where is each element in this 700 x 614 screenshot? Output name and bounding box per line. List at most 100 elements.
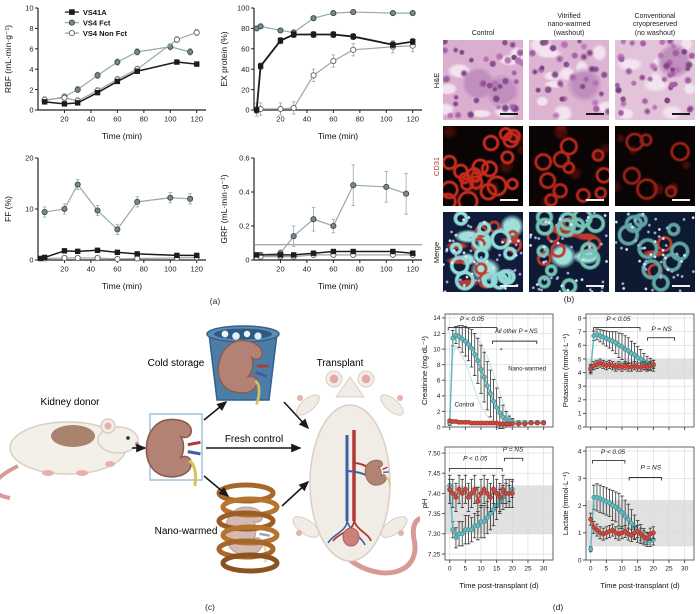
svg-text:60: 60: [329, 265, 337, 274]
chart-lactate: 0 5 10 15 20 25 30 0 1 2 3 4 P < 0.05 P = NS Time post…: [559, 441, 699, 598]
micrograph-merge-vitrified: [529, 212, 609, 292]
row-label-merge: Merge: [432, 241, 442, 263]
micrograph-he-vitrified: [529, 40, 609, 120]
svg-text:6: 6: [578, 343, 582, 350]
micrograph-merge-conventional: [615, 212, 695, 292]
svg-text:P < 0.05: P < 0.05: [463, 456, 488, 463]
svg-text:60: 60: [113, 265, 121, 274]
svg-text:2: 2: [29, 85, 33, 94]
scale-bar: [586, 284, 604, 287]
svg-text:Control: Control: [454, 402, 474, 409]
svg-text:100: 100: [237, 4, 250, 13]
svg-text:0.6: 0.6: [239, 154, 249, 163]
panel-d-label: (d): [552, 602, 564, 612]
svg-text:10: 10: [25, 205, 33, 214]
svg-text:7.25: 7.25: [428, 551, 441, 558]
svg-text:3: 3: [578, 383, 582, 390]
micrograph-cd31-control: [443, 126, 523, 206]
svg-text:40: 40: [87, 115, 95, 124]
svg-text:Time post-transplant (d): Time post-transplant (d): [459, 581, 539, 590]
fresh-control-label: Fresh control: [225, 434, 283, 445]
svg-text:120: 120: [190, 115, 203, 124]
svg-text:0: 0: [578, 424, 582, 431]
svg-text:Time (min): Time (min): [102, 281, 142, 291]
svg-text:20: 20: [60, 265, 68, 274]
chart-grf: 20 40 60 80 100 120 0 0.2 0.4 0.6 Time (min) GRF (m…: [218, 152, 430, 299]
svg-text:15: 15: [634, 566, 642, 573]
scale-bar: [672, 198, 690, 201]
svg-text:*: *: [500, 347, 503, 354]
svg-text:80: 80: [356, 265, 364, 274]
svg-text:20: 20: [25, 154, 33, 163]
svg-text:P < 0.05: P < 0.05: [460, 316, 485, 323]
panel-b-label: (b): [563, 294, 575, 304]
panel-c-schematic: Kidney donor Cold storage: [0, 310, 433, 614]
donor-label: Kidney donor: [41, 397, 101, 408]
scale-bar: [500, 198, 518, 201]
scale-bar: [586, 112, 604, 115]
svg-text:8: 8: [578, 315, 582, 322]
svg-text:80: 80: [241, 24, 249, 33]
nano-warmed-coil-icon: [216, 482, 280, 574]
svg-text:100: 100: [164, 115, 177, 124]
svg-text:12: 12: [433, 331, 441, 338]
svg-text:100: 100: [380, 115, 393, 124]
svg-text:20: 20: [276, 115, 284, 124]
svg-text:VS41A: VS41A: [83, 8, 107, 17]
micrograph-he-control: [443, 40, 523, 120]
svg-text:0: 0: [589, 566, 593, 573]
svg-text:0: 0: [578, 557, 582, 564]
svg-text:Creatinine (mg·dL⁻¹): Creatinine (mg·dL⁻¹): [420, 336, 429, 405]
scale-bar: [500, 112, 518, 115]
svg-text:5: 5: [605, 566, 609, 573]
svg-text:30: 30: [540, 566, 548, 573]
svg-text:100: 100: [380, 265, 393, 274]
micrograph-he-conventional: [615, 40, 695, 120]
svg-text:6: 6: [437, 378, 441, 385]
chart-creatinine: 0 2 4 6 8 10 12 14 P < 0.05 All other P = NS * Nano…: [418, 308, 558, 444]
svg-text:2: 2: [578, 397, 582, 404]
svg-text:80: 80: [356, 115, 364, 124]
svg-text:P = NS: P = NS: [641, 465, 662, 472]
scale-bar: [500, 284, 518, 287]
scale-bar: [586, 198, 604, 201]
svg-text:40: 40: [303, 115, 311, 124]
svg-text:10: 10: [433, 346, 441, 353]
svg-text:3: 3: [578, 476, 582, 483]
micrograph-cd31-vitrified: [529, 126, 609, 206]
svg-text:20: 20: [276, 265, 284, 274]
chart-ph: 0 5 10 15 20 25 30 7.25 7.30 7.35 7.40 7.45 7.50 P = …: [418, 441, 558, 598]
svg-text:Time (min): Time (min): [102, 131, 142, 141]
svg-text:P = NS: P = NS: [503, 447, 524, 454]
svg-text:2: 2: [437, 409, 441, 416]
svg-text:25: 25: [665, 566, 673, 573]
svg-text:P = NS: P = NS: [651, 326, 672, 333]
svg-text:8: 8: [29, 24, 33, 33]
panel-a-perfusion-charts: 20 40 60 80 100 120 0 2 4 6 8 10 Time (min) RBF (mL·m…: [0, 0, 430, 310]
panel-b-histology: Control Vitrified nano-warmed (washout) …: [430, 0, 700, 310]
svg-text:4: 4: [578, 370, 582, 377]
svg-text:2: 2: [578, 503, 582, 510]
svg-text:0.2: 0.2: [239, 222, 249, 231]
cold-storage-label: Cold storage: [148, 358, 205, 369]
bladder: [342, 527, 360, 547]
nano-warmed-label: Nano-warmed: [155, 526, 218, 537]
svg-text:7.40: 7.40: [428, 491, 441, 498]
svg-text:7.30: 7.30: [428, 531, 441, 538]
svg-text:P < 0.05: P < 0.05: [601, 449, 626, 456]
svg-text:FF (%): FF (%): [3, 196, 13, 222]
svg-text:Potassium (mmol·L⁻¹): Potassium (mmol·L⁻¹): [561, 333, 570, 407]
svg-text:Time (min): Time (min): [318, 281, 358, 291]
schematic-svg: Kidney donor Cold storage: [0, 325, 433, 576]
chart-potassium: 0 1 2 3 4 5 6 7 8 P < 0.05 P = NS Potassium (mmol·L…: [559, 308, 699, 444]
svg-text:80: 80: [140, 265, 148, 274]
svg-text:0: 0: [245, 106, 249, 115]
svg-text:20: 20: [650, 566, 658, 573]
svg-text:RBF (mL·min·g⁻¹): RBF (mL·min·g⁻¹): [3, 25, 13, 93]
svg-text:Time (min): Time (min): [318, 131, 358, 141]
column-header-conventional: Conventional cryopreserved (no washout): [632, 12, 678, 37]
micrograph-merge-control: [443, 212, 523, 292]
donor-mouse-icon: [0, 418, 140, 500]
svg-text:0: 0: [29, 106, 33, 115]
svg-text:60: 60: [241, 45, 249, 54]
